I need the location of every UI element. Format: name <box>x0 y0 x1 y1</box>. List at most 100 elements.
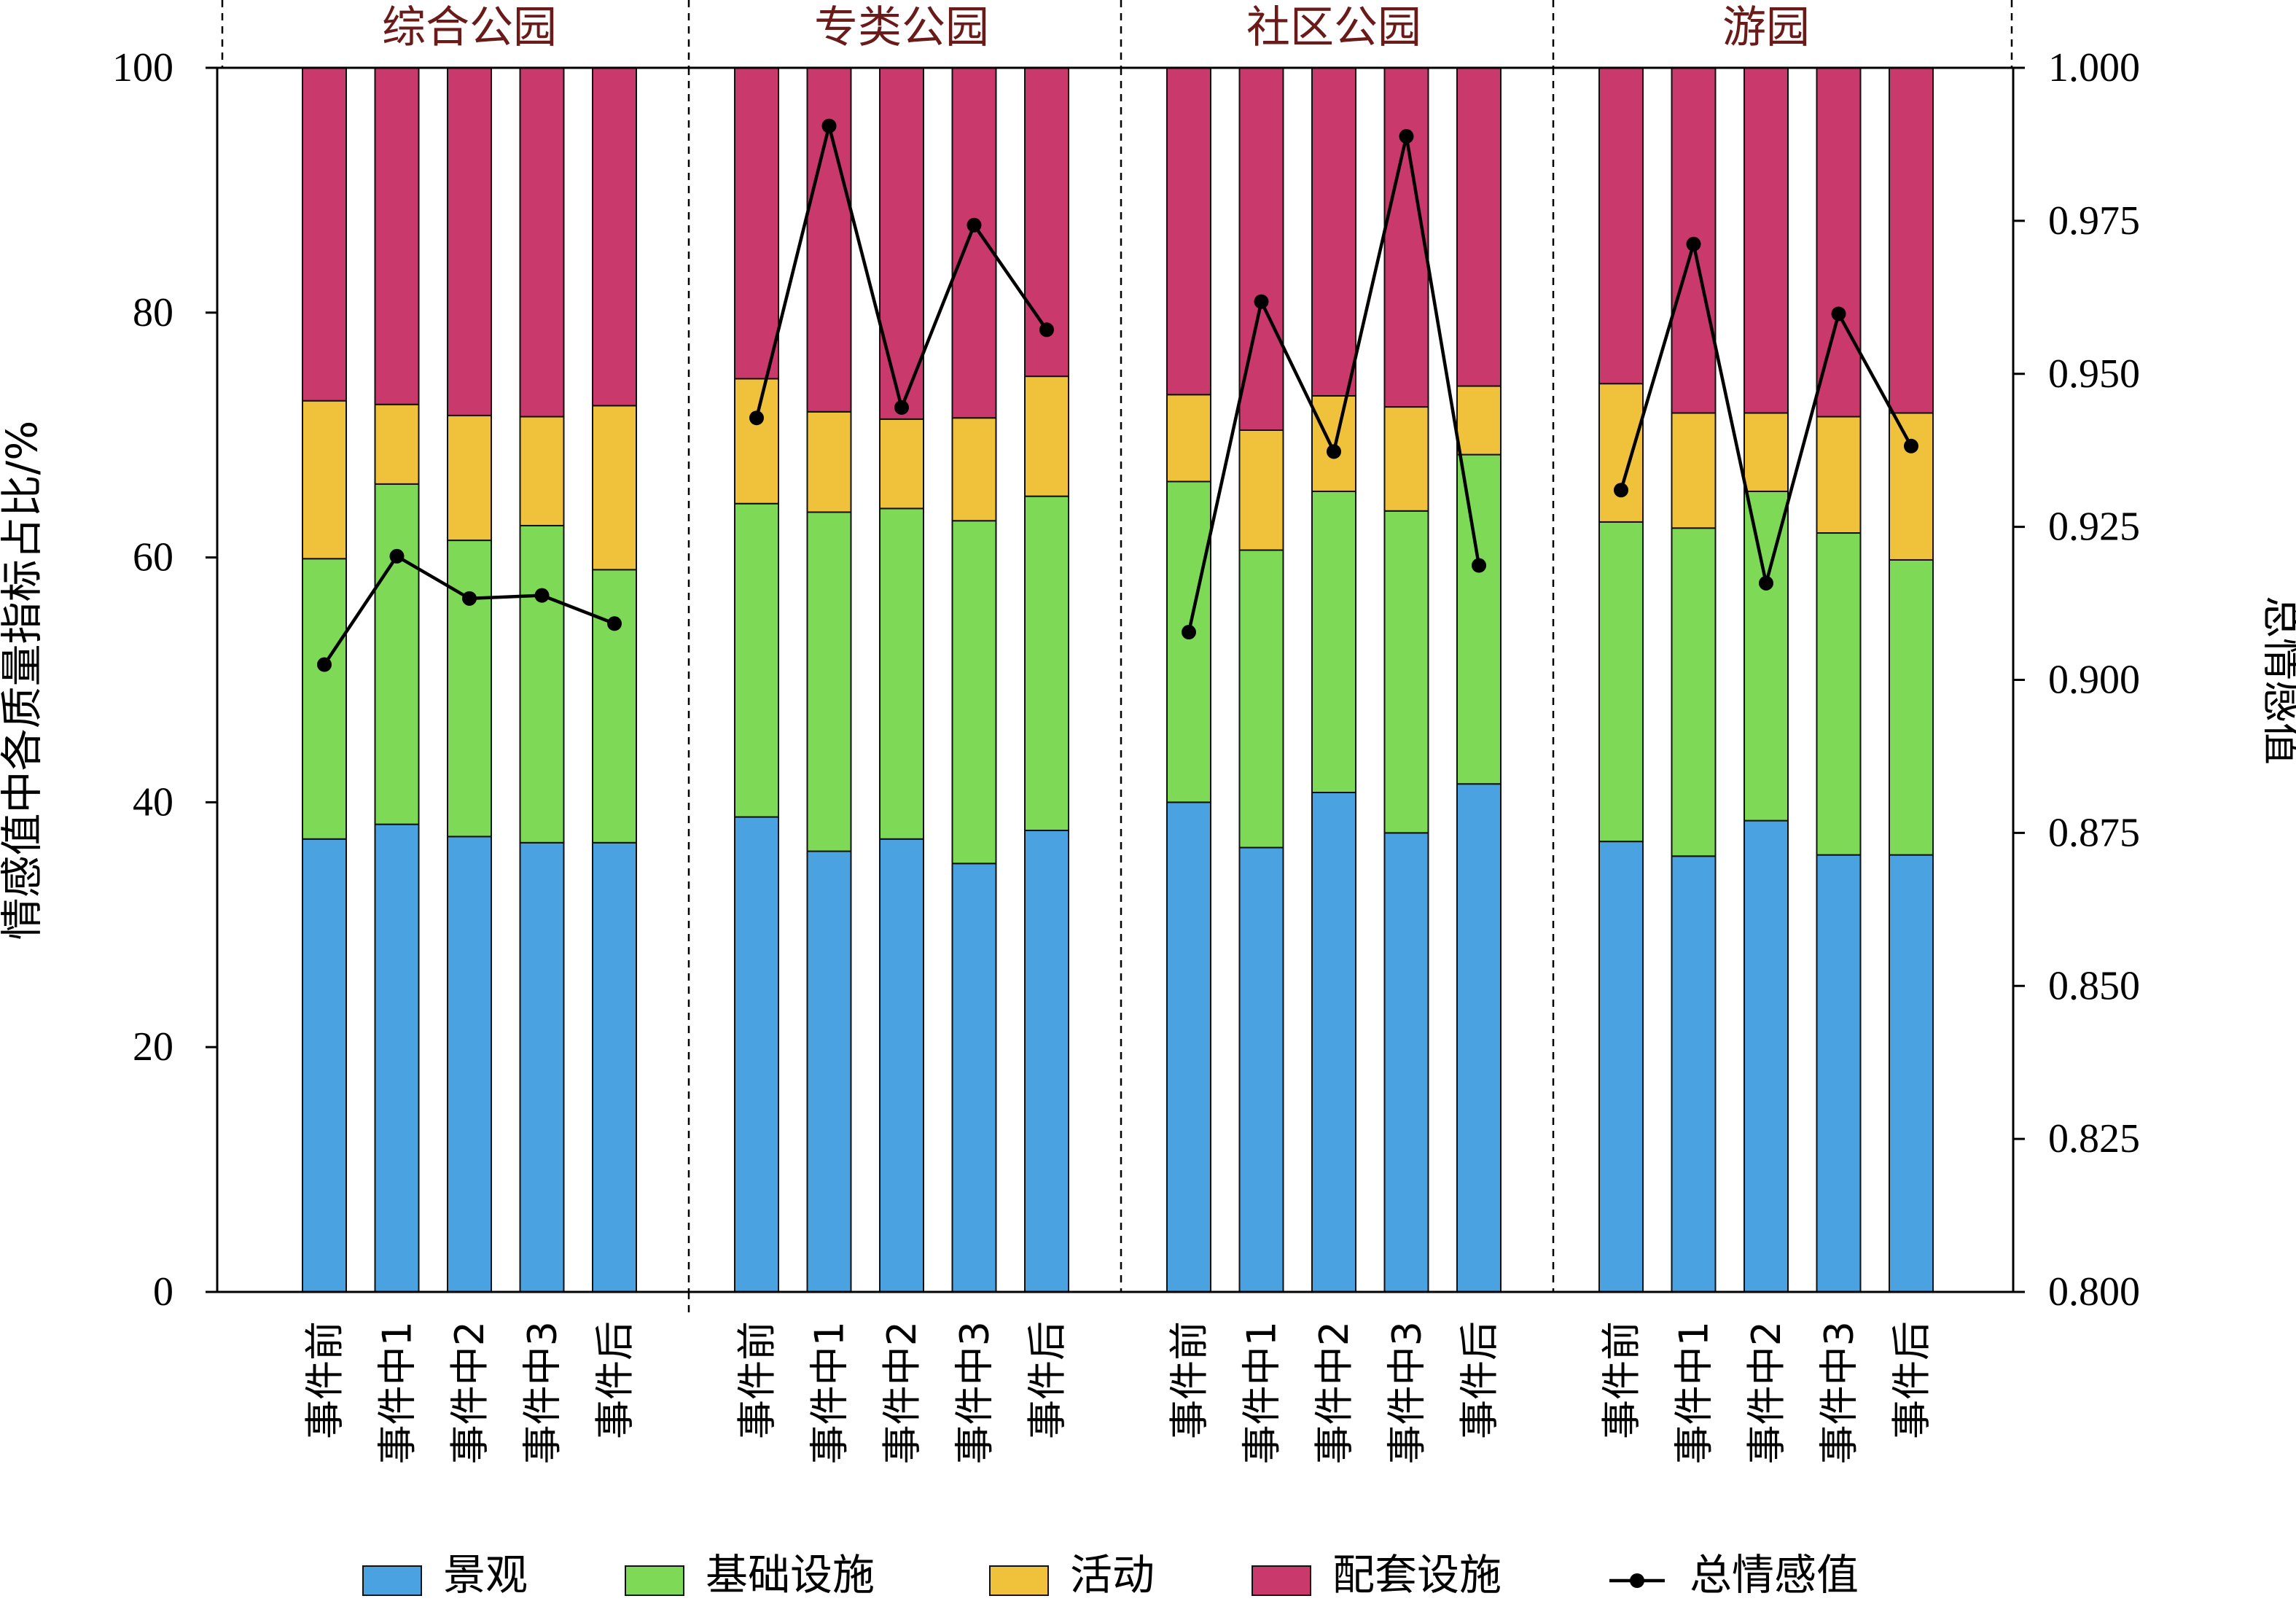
legend: 景观 基础设施 活动 配套设施 总情感值 <box>362 1550 1859 1600</box>
bar-segment-4-group3-3 <box>1311 67 1356 397</box>
total-sentiment-point-group1-4 <box>534 588 550 603</box>
x-tick-label: 事件中3 <box>1816 1321 1862 1464</box>
bar-segment-3-group3-5 <box>1456 385 1502 456</box>
total-sentiment-point-group4-3 <box>1759 575 1773 591</box>
bar-segment-2-group2-4 <box>951 520 997 865</box>
x-tick-label: 事件中1 <box>807 1321 853 1464</box>
total-sentiment-point-group3-4 <box>1399 129 1414 144</box>
bar-segment-4-group4-5 <box>1889 67 1934 414</box>
x-tick-label: 事件后 <box>1024 1321 1070 1439</box>
right-tick-label: 0.900 <box>2048 658 2140 703</box>
axes <box>206 66 2025 1293</box>
bar-segment-2-group3-1 <box>1166 480 1211 803</box>
x-tick-label: 事件前 <box>302 1321 348 1439</box>
bar-segment-2-group3-3 <box>1311 490 1356 793</box>
bar-segment-1-group1-2 <box>374 823 420 1293</box>
x-tick-label: 事件中2 <box>879 1321 925 1464</box>
bar-segment-1-group2-1 <box>734 816 779 1293</box>
x-tick-label: 事件前 <box>734 1321 780 1439</box>
legend-label-1: 景观 <box>443 1550 528 1600</box>
right-tick-label: 1.000 <box>2048 45 2140 90</box>
legend-line-marker <box>1630 1573 1644 1588</box>
total-sentiment-line <box>317 118 1918 672</box>
total-sentiment-point-group3-2 <box>1254 294 1269 309</box>
bar-segment-1-group3-5 <box>1456 783 1502 1293</box>
total-sentiment-point-group1-1 <box>317 657 332 672</box>
bar-segment-2-group4-2 <box>1671 527 1717 857</box>
bar-segment-2-group1-2 <box>374 483 420 825</box>
bar-segment-4-group3-4 <box>1383 67 1429 408</box>
bar-segment-2-group3-4 <box>1383 510 1429 834</box>
right-tick-label: 0.850 <box>2048 963 2140 1008</box>
bar-segment-1-group3-2 <box>1238 846 1284 1293</box>
bar-segment-1-group3-3 <box>1311 791 1356 1293</box>
bar-segment-2-group4-5 <box>1889 558 1934 856</box>
bar-segment-4-group1-3 <box>447 67 492 416</box>
bar-segment-3-group4-3 <box>1744 412 1789 492</box>
bar-segment-4-group3-1 <box>1166 67 1211 396</box>
bar-segment-3-group4-4 <box>1816 416 1862 534</box>
left-tick-label: 80 <box>133 290 173 335</box>
bar-segment-3-group1-3 <box>447 414 492 542</box>
bar-segment-1-group2-3 <box>879 838 924 1293</box>
bar-segment-3-group3-1 <box>1166 394 1211 483</box>
bar-segment-2-group4-4 <box>1816 532 1862 856</box>
bar-segment-3-group4-2 <box>1671 412 1717 529</box>
bar-segment-4-group2-4 <box>951 67 997 419</box>
legend-swatch-4 <box>1252 1565 1311 1596</box>
right-tick-label: 0.800 <box>2048 1269 2140 1315</box>
x-tick-label: 事件中1 <box>1239 1321 1285 1464</box>
total-sentiment-point-group4-5 <box>1904 438 1918 453</box>
bar-segment-3-group1-5 <box>592 405 637 571</box>
bar-segment-4-group2-3 <box>879 67 924 420</box>
x-tick-label: 事件后 <box>592 1321 638 1439</box>
bar-segment-1-group2-4 <box>951 863 997 1293</box>
y-axis-left-title: 情感值中各质量指标占比/% <box>0 421 47 941</box>
right-tick-label: 0.975 <box>2048 198 2140 244</box>
legend-label-4: 配套设施 <box>1332 1550 1502 1600</box>
legend-label-3: 活动 <box>1070 1550 1155 1600</box>
bar-segment-1-group4-5 <box>1889 854 1934 1293</box>
right-tick-label: 0.825 <box>2048 1116 2140 1161</box>
total-sentiment-point-group3-5 <box>1472 558 1486 573</box>
bar-segment-1-group2-5 <box>1024 830 1069 1293</box>
right-tick-label: 0.875 <box>2048 810 2140 855</box>
total-sentiment-point-group4-2 <box>1686 236 1701 252</box>
total-sentiment-point-group2-4 <box>967 217 982 233</box>
bar-segment-3-group3-3 <box>1311 394 1356 492</box>
bar-segment-3-group1-4 <box>519 416 565 526</box>
left-tick-label: 100 <box>112 45 173 90</box>
total-sentiment-point-group1-3 <box>462 591 477 606</box>
total-sentiment-point-group1-2 <box>389 548 405 564</box>
group-title-4: 游园 <box>1722 2 1810 53</box>
bar-segment-1-group3-4 <box>1383 832 1429 1293</box>
bar-segment-4-group2-1 <box>734 67 779 380</box>
bar-segment-3-group4-1 <box>1598 383 1644 523</box>
group-title-1: 综合公园 <box>382 2 557 53</box>
legend-swatch-1 <box>362 1565 422 1596</box>
total-sentiment-point-group4-1 <box>1614 483 1628 498</box>
bar-segment-3-group2-3 <box>879 418 924 510</box>
y-axis-right-title: 总情感值 <box>2258 596 2296 765</box>
x-tick-label: 事件中3 <box>520 1321 566 1464</box>
total-sentiment-point-group2-1 <box>749 410 764 426</box>
total-sentiment-point-group2-5 <box>1039 322 1054 338</box>
bar-segment-4-group1-4 <box>519 67 565 418</box>
x-tick-label: 事件中1 <box>1671 1321 1717 1464</box>
bar-segment-4-group4-4 <box>1816 67 1862 418</box>
bar-segment-1-group3-1 <box>1166 801 1211 1293</box>
bar-segment-1-group4-1 <box>1598 841 1644 1293</box>
x-tick-label: 事件前 <box>1166 1321 1212 1439</box>
x-tick-label: 事件前 <box>1598 1321 1644 1439</box>
total-sentiment-point-group4-4 <box>1831 306 1846 322</box>
x-tick-label: 事件中3 <box>952 1321 998 1464</box>
bar-segment-4-group1-2 <box>374 67 420 405</box>
bar-segment-2-group1-4 <box>519 524 565 844</box>
bar-segment-1-group1-3 <box>447 836 492 1293</box>
right-tick-label: 0.950 <box>2048 351 2140 397</box>
left-tick-label: 20 <box>133 1024 173 1070</box>
labels: 0 20 40 60 80 100 0.800 0.825 0.850 0.875 0.900 0.9… <box>0 2 2296 1464</box>
bar-segment-3-group1-2 <box>374 403 420 485</box>
bar-segment-3-group2-5 <box>1024 375 1069 497</box>
